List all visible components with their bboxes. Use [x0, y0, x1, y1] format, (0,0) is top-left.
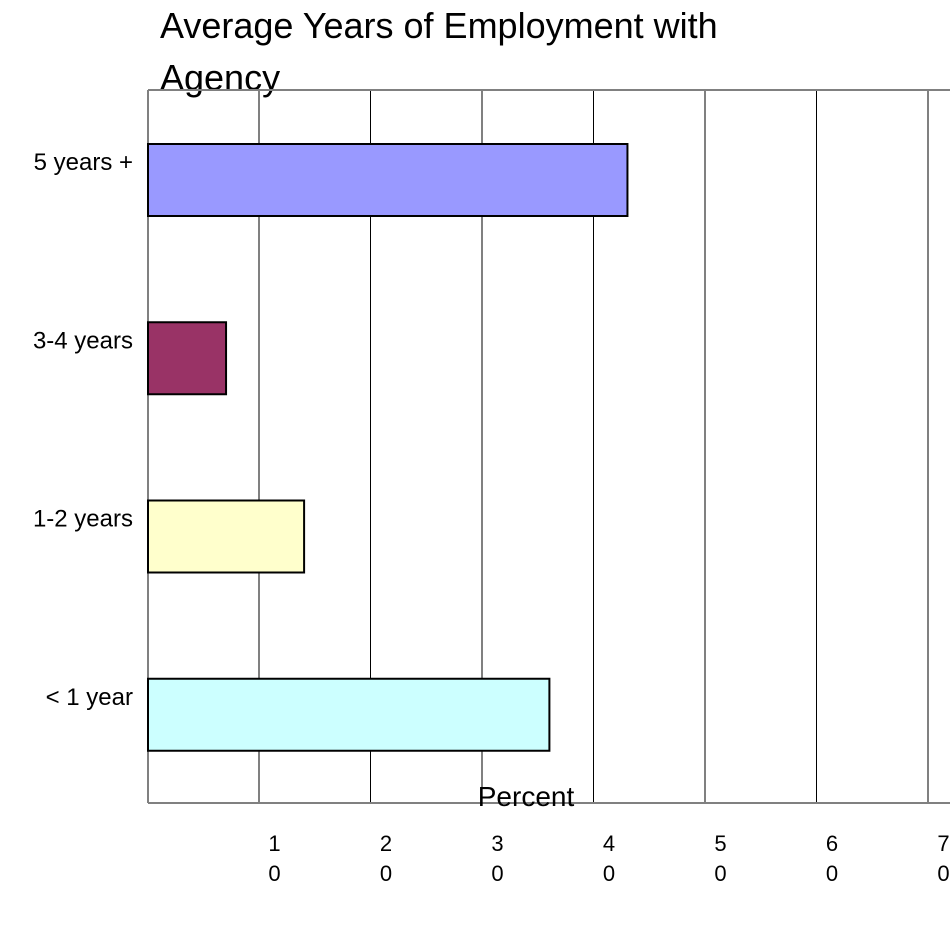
- bar-2: [147, 499, 306, 574]
- chart-title: Average Years of Employment with Agency: [160, 5, 718, 98]
- x-tick-labels: 1020304050607080: [268, 831, 949, 886]
- chart-title-line-2: Agency: [160, 57, 280, 98]
- chart-title-line-1: Average Years of Employment with: [160, 5, 718, 46]
- x-axis-title: Percent: [478, 781, 575, 812]
- bars: [147, 143, 629, 752]
- bar-3: [147, 677, 551, 752]
- bar-0: [147, 143, 629, 217]
- category-label-0: 5 years +: [34, 149, 133, 176]
- bar-1: [147, 321, 228, 396]
- category-label-3: < 1 year: [46, 684, 133, 711]
- category-labels: 5 years + 3-4 years 1-2 years < 1 year: [33, 149, 133, 711]
- category-label-1: 3-4 years: [33, 327, 133, 354]
- category-label-2: 1-2 years: [33, 506, 133, 533]
